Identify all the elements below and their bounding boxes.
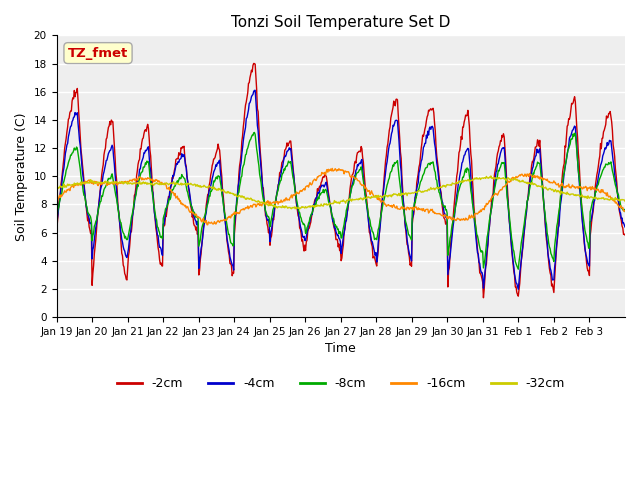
-2cm [52, 226, 60, 232]
-32cm [273, 205, 281, 211]
-8cm [621, 209, 629, 215]
-16cm [204, 222, 212, 228]
Y-axis label: Soil Temperature (C): Soil Temperature (C) [15, 112, 28, 240]
-32cm [400, 192, 408, 197]
-8cm [400, 210, 408, 216]
-2cm [400, 205, 408, 211]
-8cm [432, 177, 440, 182]
-4cm [252, 87, 259, 93]
X-axis label: Time: Time [325, 342, 356, 356]
Line: -16cm: -16cm [56, 168, 625, 225]
Line: -2cm: -2cm [56, 63, 625, 298]
Line: -4cm: -4cm [56, 90, 625, 289]
-4cm [400, 208, 408, 214]
-8cm [275, 187, 282, 193]
-4cm [120, 244, 127, 250]
Line: -32cm: -32cm [56, 176, 625, 209]
-16cm [52, 197, 60, 203]
-8cm [120, 230, 127, 236]
-2cm [120, 262, 127, 268]
-2cm [253, 86, 260, 92]
-32cm [52, 187, 60, 192]
-16cm [253, 203, 260, 208]
-4cm [621, 224, 629, 230]
-2cm [479, 295, 487, 300]
-16cm [120, 180, 127, 186]
-4cm [52, 220, 60, 226]
-2cm [432, 143, 440, 148]
-8cm [251, 130, 259, 135]
-4cm [224, 240, 232, 246]
-16cm [275, 201, 282, 207]
-32cm [120, 181, 127, 187]
Title: Tonzi Soil Temperature Set D: Tonzi Soil Temperature Set D [231, 15, 451, 30]
-2cm [224, 243, 232, 249]
-16cm [401, 205, 409, 211]
-32cm [621, 198, 629, 204]
-32cm [296, 206, 303, 212]
-4cm [253, 109, 260, 115]
-32cm [487, 173, 495, 179]
-4cm [515, 287, 522, 292]
-16cm [433, 211, 440, 216]
-4cm [432, 153, 440, 158]
-16cm [621, 208, 629, 214]
-2cm [250, 60, 257, 66]
-4cm [275, 184, 282, 190]
Text: TZ_fmet: TZ_fmet [68, 47, 128, 60]
Line: -8cm: -8cm [56, 132, 625, 269]
-32cm [224, 189, 232, 194]
-8cm [224, 226, 232, 232]
Legend: -2cm, -4cm, -8cm, -16cm, -32cm: -2cm, -4cm, -8cm, -16cm, -32cm [111, 372, 570, 396]
-2cm [275, 182, 282, 188]
-8cm [52, 217, 60, 223]
-32cm [432, 185, 440, 191]
-16cm [225, 215, 232, 220]
-8cm [515, 266, 522, 272]
-2cm [621, 232, 629, 238]
-32cm [252, 199, 260, 204]
-16cm [328, 166, 336, 171]
-8cm [253, 146, 260, 152]
